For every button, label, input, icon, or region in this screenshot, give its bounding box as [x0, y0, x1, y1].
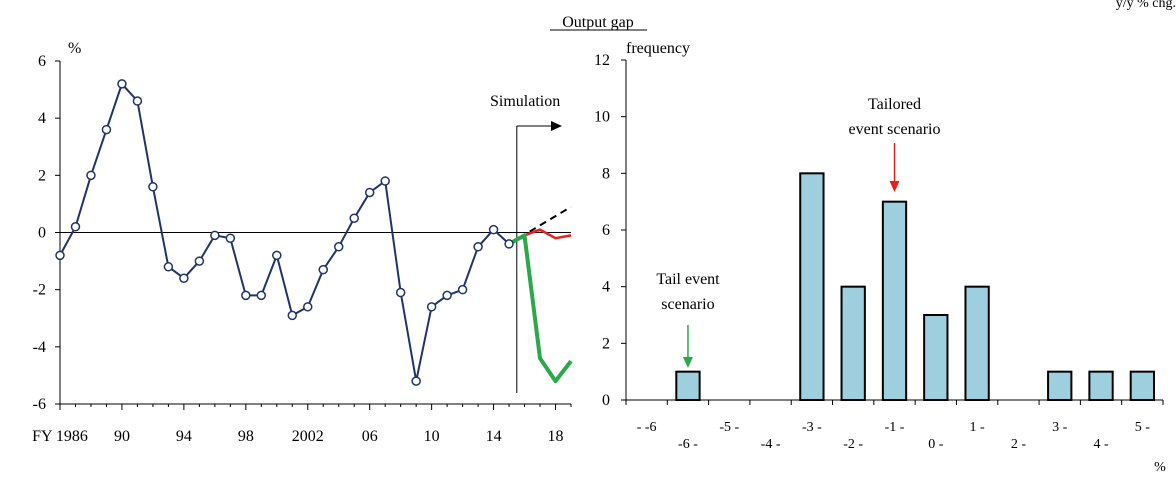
data-point: [333, 242, 344, 252]
y-tick-label: -6: [33, 396, 46, 413]
data-point: [457, 284, 468, 295]
histogram-bar: [1047, 370, 1073, 401]
histogram-bar: [881, 200, 908, 401]
data-point: [256, 290, 267, 301]
tail-annotation-line1: Tail event: [656, 271, 720, 288]
data-point: [442, 290, 452, 301]
y-tick-label: 0: [38, 225, 46, 242]
y-tick-label: 2: [602, 335, 610, 352]
y-axis-label: frequency: [626, 40, 690, 57]
x-category-label: 1 -: [970, 420, 986, 435]
x-category-label: - -6: [637, 420, 657, 435]
x-category-label: -3 -: [802, 420, 822, 435]
x-tick-label: 2002: [292, 428, 324, 445]
x-tick-label: 94: [176, 428, 192, 445]
data-point: [194, 256, 205, 266]
data-point: [318, 264, 328, 275]
x-category-label: 3 -: [1052, 420, 1068, 435]
x-category-label: -6 -: [678, 437, 698, 452]
data-point: [364, 187, 375, 198]
y-axis-label: %: [68, 40, 81, 57]
y-tick-label: 4: [38, 110, 46, 127]
data-point: [380, 176, 390, 186]
histogram-bar: [799, 172, 825, 401]
histogram-bar: [923, 314, 949, 401]
x-axis-label: %: [1154, 460, 1166, 475]
data-point: [148, 182, 158, 192]
x-tick-label: 98: [238, 428, 254, 445]
histogram-bar: [1129, 370, 1155, 401]
data-point: [163, 262, 174, 272]
data-point: [70, 222, 81, 232]
y-tick-label: -2: [33, 282, 46, 299]
y-tick-label: 0: [602, 392, 610, 409]
y-tick-label: 10: [594, 109, 610, 126]
data-point: [101, 124, 112, 135]
chart-title: Output gap: [562, 14, 634, 31]
data-point: [225, 233, 236, 243]
simulation-arrow-head: [551, 121, 562, 131]
histogram-bar: [675, 370, 701, 401]
data-point: [504, 239, 514, 249]
y-tick-label: 6: [602, 222, 610, 239]
tail-scenario-line: [508, 233, 573, 384]
data-point: [411, 376, 421, 386]
x-tick-label: 90: [114, 428, 130, 445]
x-category-label: -2 -: [843, 437, 863, 452]
tailored-arrow-head: [889, 181, 900, 192]
tail-arrow-head: [682, 357, 693, 368]
data-point: [395, 287, 406, 298]
data-point: [117, 79, 127, 89]
histogram-bar: [840, 285, 866, 401]
x-tick-label: 14: [486, 428, 502, 445]
histogram-bar: [964, 285, 990, 401]
y-tick-label: 2: [38, 167, 46, 184]
data-point: [287, 310, 298, 321]
data-point: [55, 250, 65, 261]
data-point: [349, 213, 359, 223]
x-tick-label: 06: [362, 428, 378, 445]
data-point: [86, 170, 96, 181]
y-tick-label: 4: [602, 279, 610, 296]
x-tick-label: 18: [548, 428, 564, 445]
tailored-annotation-line2: event scenario: [849, 121, 941, 138]
tailored-annotation-line1: Tailored: [868, 96, 921, 113]
output-gap-histogram: 12 10 8 6 4 2 0 frequency - -6 -6 - -5 - -4 - -3 - -2…: [594, 40, 1166, 475]
x-tick-label: FY 1986: [32, 428, 88, 445]
y-tick-label: 12: [594, 52, 610, 69]
data-point: [426, 302, 437, 312]
x-category-label: 0 -: [928, 437, 944, 452]
tail-annotation-line2: scenario: [661, 296, 714, 313]
corner-note: y/y % chg.: [1116, 0, 1176, 11]
data-point: [241, 290, 251, 301]
x-tick-label: 10: [424, 428, 440, 445]
y-tick-label: 8: [602, 165, 610, 182]
data-point: [488, 224, 499, 235]
output-gap-line-chart: 6 4 2 0 -2 -4 -6% FY 1986 90 94 98 2002 06 10 14 18 Simu…: [32, 40, 573, 445]
x-category-label: -1 -: [885, 420, 905, 435]
data-point: [272, 250, 282, 261]
data-point: [132, 96, 143, 106]
data-point: [179, 273, 189, 283]
y-tick-label: 6: [38, 53, 46, 70]
x-category-label: -4 -: [761, 437, 781, 452]
x-category-label: 5 -: [1135, 420, 1151, 435]
data-point: [210, 230, 220, 241]
y-tick-label: -4: [33, 339, 46, 356]
data-point: [473, 242, 483, 252]
x-category-label: 4 -: [1093, 437, 1109, 452]
x-category-label: 2 -: [1011, 437, 1027, 452]
simulation-label: Simulation: [490, 93, 560, 110]
data-point: [303, 302, 313, 312]
histogram-bar: [1088, 370, 1114, 401]
x-category-label: -5 -: [719, 420, 739, 435]
